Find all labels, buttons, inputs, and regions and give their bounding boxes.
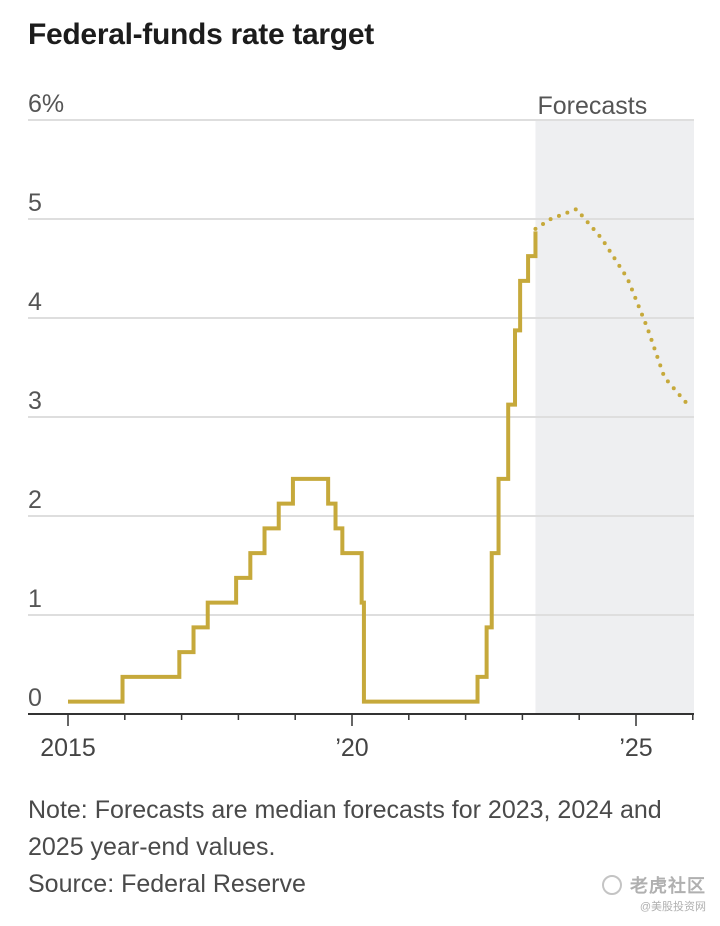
watermark-logo-icon	[601, 875, 622, 895]
y-tick-label: 6%	[28, 90, 64, 118]
x-tick-label: ’25	[619, 734, 652, 762]
series-line-actual	[68, 231, 538, 704]
y-tick-label: 1	[28, 585, 42, 613]
chart-title: Federal-funds rate target	[28, 18, 374, 51]
chart-note: Note: Forecasts are median forecasts for…	[28, 796, 662, 861]
x-tick-label: ’20	[335, 734, 368, 762]
watermark: 老虎社区 @美股投资网	[601, 872, 706, 914]
y-tick-label: 3	[28, 387, 42, 415]
y-tick-label: 5	[28, 189, 42, 217]
watermark-main: 老虎社区	[630, 876, 706, 896]
chart-canvas: Forecasts 0 1 2 3 4 5 6% 2015 ’20 ’25	[28, 90, 694, 762]
x-tick-label: 2015	[40, 734, 96, 762]
watermark-sub: @美股投资网	[639, 901, 706, 913]
y-tick-label: 4	[28, 288, 42, 316]
y-tick-label: 2	[28, 486, 42, 514]
forecast-region-label: Forecasts	[537, 92, 647, 120]
series-line-forecast	[533, 206, 692, 410]
chart-source: Source: Federal Reserve	[28, 870, 306, 898]
y-tick-label: 0	[28, 684, 42, 712]
